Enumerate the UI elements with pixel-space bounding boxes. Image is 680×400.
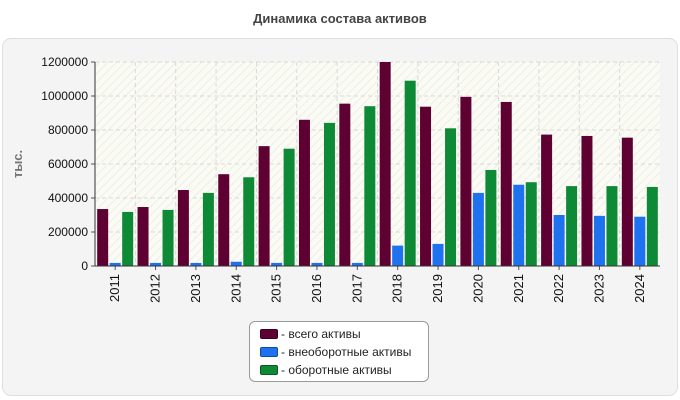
x-tick-label: 2019 [430,274,445,303]
legend-label: - внеоборотные активы [281,345,412,359]
bar-2020-series-0 [460,96,472,266]
bar-2019-series-1 [432,243,444,266]
bar-2013-series-2 [202,192,214,266]
legend-label: - всего активы [281,327,361,341]
legend-swatch [260,329,278,339]
x-tick-label: 2011 [107,274,122,302]
bar-2017-series-2 [364,106,376,266]
x-tick-label: 2016 [309,274,324,303]
bar-2013-series-1 [190,262,202,266]
chart-title: Динамика состава активов [253,11,427,26]
legend-swatch [260,347,278,357]
y-tick-label: 400000 [48,191,88,205]
bar-2014-series-1 [230,261,242,266]
legend: - всего активы - внеоборотные активы - обо… [249,321,429,382]
x-tick-label: 2017 [349,274,364,303]
bar-2011-series-0 [97,209,109,266]
bar-2021-series-1 [513,184,525,266]
bar-2015-series-1 [271,262,283,266]
y-tick-label: 800000 [48,123,88,137]
bar-2018-series-1 [392,245,404,266]
bar-2011-series-2 [122,211,134,266]
bar-2014-series-0 [218,174,230,266]
bar-2014-series-2 [243,177,255,266]
x-tick-label: 2020 [470,274,485,303]
y-axis-label: тыс. [10,150,25,178]
legend-swatch [260,365,278,375]
bar-2023-series-1 [593,215,605,266]
bar-2016-series-2 [323,122,335,266]
bar-2018-series-0 [379,62,391,266]
x-tick-label: 2024 [632,274,647,303]
bar-2022-series-1 [553,215,565,266]
bar-2016-series-1 [311,262,323,266]
bar-2022-series-0 [541,134,553,266]
x-tick-label: 2012 [148,274,163,303]
bar-2015-series-2 [283,148,295,266]
y-tick-label: 0 [81,259,88,273]
legend-item: - внеоборотные активы [260,343,428,361]
bar-2024-series-2 [646,186,658,266]
bar-2023-series-2 [606,186,618,266]
bar-2012-series-0 [137,207,149,266]
bar-2020-series-1 [472,192,484,266]
y-tick-label: 1200000 [41,55,88,69]
bar-2022-series-2 [566,186,578,266]
bar-2021-series-2 [525,182,537,266]
legend-item: - оборотные активы [260,361,428,379]
bar-2019-series-0 [420,106,432,267]
legend-label: - оборотные активы [281,363,392,377]
bar-2021-series-0 [500,101,512,266]
bar-2011-series-1 [109,262,121,266]
bar-2013-series-0 [177,190,189,266]
x-tick-label: 2023 [591,274,606,303]
bar-2012-series-2 [162,209,174,266]
x-tick-label: 2022 [551,274,566,303]
bar-2020-series-2 [485,169,497,266]
x-tick-label: 2015 [269,274,284,303]
legend-item: - всего активы [260,325,428,343]
y-tick-label: 1000000 [41,89,88,103]
bar-2024-series-0 [621,137,633,266]
bar-2012-series-1 [150,262,162,266]
bar-2017-series-1 [351,262,363,266]
x-tick-label: 2018 [390,274,405,303]
bar-2019-series-2 [445,128,457,266]
x-tick-label: 2021 [511,274,526,303]
bar-2017-series-0 [339,103,351,267]
x-tick-label: 2013 [188,274,203,303]
bar-2016-series-0 [298,119,310,266]
bar-2018-series-2 [404,80,416,266]
bar-2023-series-0 [581,135,593,266]
x-tick-label: 2014 [228,274,243,303]
y-tick-label: 600000 [48,157,88,171]
bar-2024-series-1 [634,216,646,266]
bar-2015-series-0 [258,146,270,266]
y-tick-label: 200000 [48,225,88,239]
